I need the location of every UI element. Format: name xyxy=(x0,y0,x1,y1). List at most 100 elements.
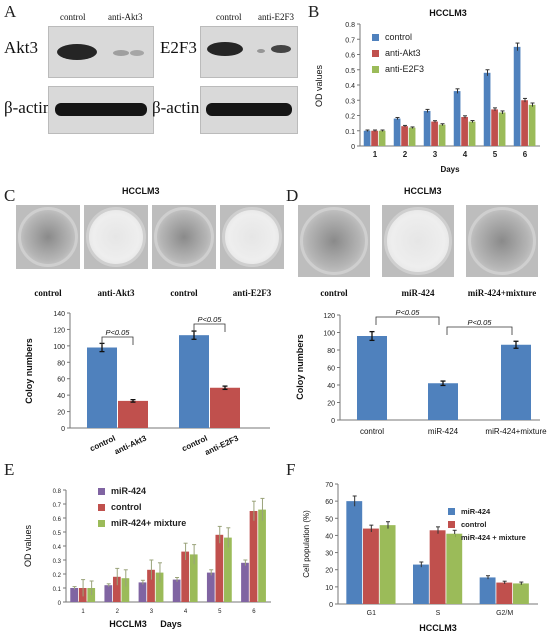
x-axis-label: Days xyxy=(440,165,460,174)
bar xyxy=(453,91,461,146)
y-tick-label: 100 xyxy=(323,331,335,338)
y-tick-label: 40 xyxy=(57,393,65,400)
bar xyxy=(249,511,258,602)
legend-swatch xyxy=(448,521,455,528)
panel-c-title: HCCLM3 xyxy=(122,186,160,196)
x-tick-label: miR-424+mixture xyxy=(485,427,547,436)
legend-swatch xyxy=(98,488,105,495)
x-tick-label: 3 xyxy=(150,609,154,615)
legend-label: control xyxy=(385,32,412,42)
y-tick-label: 40 xyxy=(325,533,333,540)
bar xyxy=(363,130,371,146)
bar xyxy=(363,528,379,604)
dish-label: control xyxy=(34,288,62,298)
bar xyxy=(112,576,121,602)
bar xyxy=(513,583,529,604)
y-axis-label: OD values xyxy=(23,524,33,567)
bar xyxy=(357,336,387,420)
bar xyxy=(181,551,190,602)
bar xyxy=(393,118,401,146)
dish xyxy=(222,207,282,267)
y-tick-label: 0.4 xyxy=(53,545,62,551)
bar xyxy=(147,569,155,602)
bar xyxy=(155,572,164,602)
x-tick-label: 1 xyxy=(81,609,85,615)
y-tick-label: 0.4 xyxy=(345,83,355,90)
y-tick-label: 0.1 xyxy=(345,129,355,136)
bar xyxy=(413,564,429,604)
y-tick-label: 140 xyxy=(53,311,65,318)
x-tick-label: anti-Akt3 xyxy=(113,433,148,456)
bar xyxy=(215,534,224,602)
x-tick-label: 2 xyxy=(116,609,120,615)
legend-label: anti-Akt3 xyxy=(385,48,421,58)
bar xyxy=(121,578,130,602)
y-tick-label: 120 xyxy=(53,327,65,334)
bar xyxy=(118,400,148,428)
dish-label: anti-Akt3 xyxy=(97,288,135,298)
y-axis-label: OD values xyxy=(314,64,324,107)
bar xyxy=(224,537,232,602)
y-tick-label: 20 xyxy=(327,401,335,408)
y-tick-label: 0.7 xyxy=(345,37,355,44)
dish-label: control xyxy=(170,288,198,298)
legend-label: control xyxy=(461,520,486,529)
legend-swatch xyxy=(372,66,379,73)
legend-label: miR-424 xyxy=(111,486,146,496)
chart-b: HCCLM3 0 0.1 0.2 0.3 0.4 0.5 0.6 0.7 0.8 1 2 3 4 5 6 con… xyxy=(314,8,540,174)
bar xyxy=(528,104,536,146)
bar xyxy=(428,383,458,420)
legend-swatch xyxy=(98,520,105,527)
y-tick-label: 30 xyxy=(325,551,333,558)
bar xyxy=(206,572,215,602)
blot-a-right-lane-2: anti-E2F3 xyxy=(258,12,294,22)
bar xyxy=(513,46,521,146)
x-tick-label: 5 xyxy=(493,150,498,159)
x-tick-label: S xyxy=(436,610,441,617)
panel-d-title: HCCLM3 xyxy=(404,186,442,196)
y-tick-label: 0.3 xyxy=(345,98,355,105)
legend-swatch xyxy=(98,504,105,511)
dish xyxy=(468,207,536,275)
y-tick-label: 50 xyxy=(325,516,333,523)
x-caption: HCCLM3 xyxy=(109,619,147,629)
bar xyxy=(429,530,446,604)
y-tick-label: 60 xyxy=(327,366,335,373)
bar xyxy=(521,100,528,146)
y-tick-label: 120 xyxy=(323,313,335,320)
dish xyxy=(300,207,368,275)
significance-label: P<0.05 xyxy=(396,308,421,317)
bar xyxy=(258,509,266,602)
y-tick-label: 80 xyxy=(57,360,65,367)
bar xyxy=(172,579,181,602)
x-tick-label: 3 xyxy=(433,150,438,159)
chart-d: 0 20 40 60 80 100 120 control miR-424 miR-424+mix… xyxy=(295,308,547,436)
bar xyxy=(479,577,496,604)
bar xyxy=(104,585,113,602)
blot-e2f3 xyxy=(200,26,298,78)
bar xyxy=(468,121,476,146)
x-caption: HCCLM3 xyxy=(419,623,457,633)
legend-swatch xyxy=(448,534,455,541)
y-tick-label: 60 xyxy=(325,499,333,506)
blot-a-right-lane-1: control xyxy=(216,12,242,22)
y-tick-label: 40 xyxy=(327,383,335,390)
y-tick-label: 100 xyxy=(53,344,65,351)
blot-actin-left-bands xyxy=(55,103,147,116)
y-tick-label: 60 xyxy=(57,377,65,384)
y-tick-label: 0.3 xyxy=(53,559,62,565)
y-tick-label: 0.7 xyxy=(53,503,62,509)
y-tick-label: 0.5 xyxy=(345,68,355,75)
bar xyxy=(438,124,446,146)
significance-label: P<0.05 xyxy=(198,315,223,324)
y-tick-label: 0.8 xyxy=(345,22,355,29)
panel-a-letter: A xyxy=(4,2,17,21)
legend-swatch xyxy=(372,50,379,57)
blot-akt3-bands xyxy=(57,44,144,60)
legend-label: miR-424+ mixture xyxy=(111,518,186,528)
bar xyxy=(378,130,386,146)
bar xyxy=(379,525,396,604)
blot-a-left-loading: β-actin xyxy=(4,98,52,117)
significance-bracket xyxy=(375,316,440,325)
y-tick-label: 20 xyxy=(57,410,65,417)
